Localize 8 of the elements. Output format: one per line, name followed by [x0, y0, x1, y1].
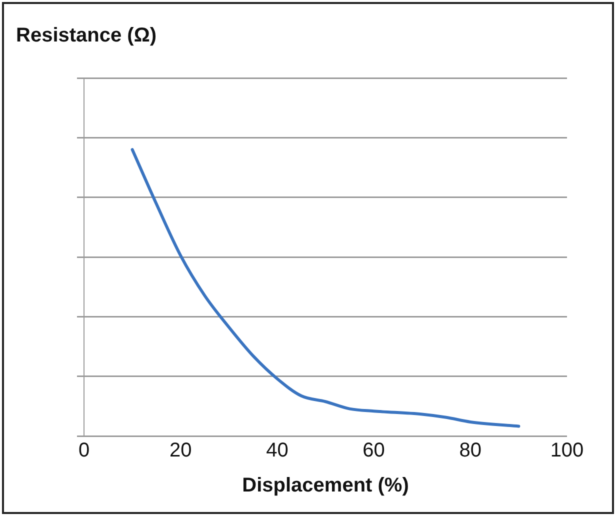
x-tick-label: 20 [169, 440, 192, 462]
x-axis-title: Displacement (%) [242, 474, 409, 497]
x-tick-label: 80 [459, 440, 482, 462]
x-tick-label: 40 [266, 440, 288, 462]
x-tick-label: 60 [362, 440, 385, 462]
x-tick-label: 100 [550, 440, 584, 462]
x-tick-label: 0 [78, 440, 90, 462]
chart-title: Resistance (Ω) [16, 24, 157, 47]
